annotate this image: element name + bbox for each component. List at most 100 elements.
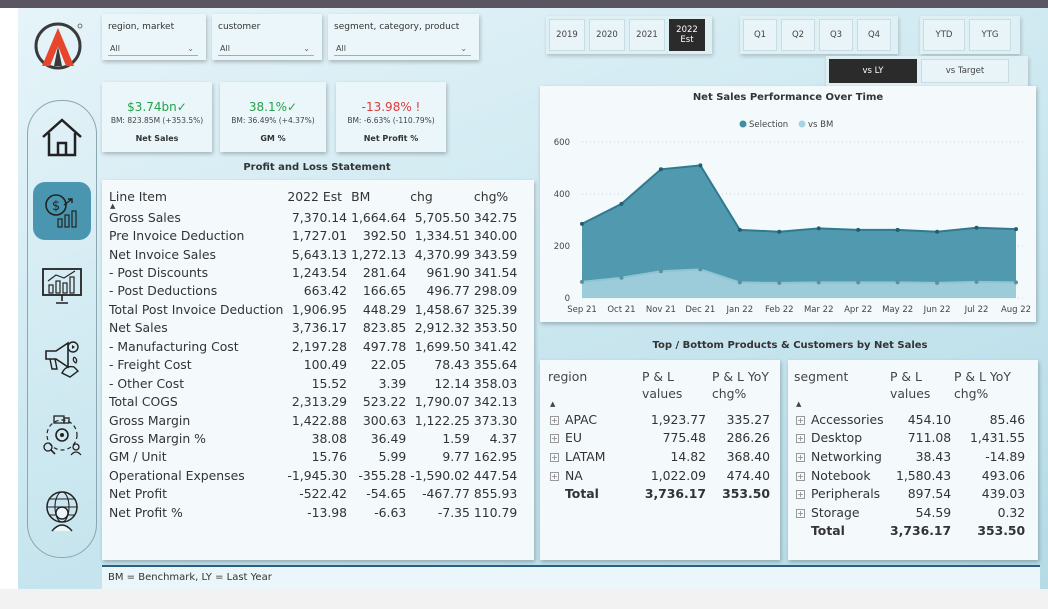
- sort-ascending-icon[interactable]: ▲: [550, 400, 556, 408]
- sort-ascending-icon[interactable]: ▲: [110, 202, 116, 210]
- expand-plus-icon[interactable]: +: [796, 434, 805, 444]
- pl-cell: 341.42: [473, 338, 518, 354]
- nav-marketing-button[interactable]: [33, 330, 91, 388]
- segment-row[interactable]: + Peripherals 897.54 439.03: [794, 484, 1027, 503]
- pl-row[interactable]: Net Invoice Sales 5,643.13 1,272.13 4,370.9…: [107, 245, 519, 263]
- x-tick-label: Jul 22: [964, 305, 989, 315]
- series-line-vs-bm: [581, 268, 1017, 284]
- pl-title: Profit and Loss Statement: [243, 162, 391, 173]
- chevron-down-icon[interactable]: ⌄: [303, 44, 310, 53]
- quarter-q2-button[interactable]: Q2: [781, 19, 815, 51]
- nav-home-button[interactable]: [33, 108, 91, 166]
- pl-row[interactable]: Net Sales 3,736.17 823.85 2,912.32 353.50: [107, 319, 519, 337]
- nav-presentation-button[interactable]: [33, 256, 91, 314]
- pl-row[interactable]: Gross Margin 1,422.88 300.63 1,122.25 373.30: [107, 411, 519, 429]
- segment-row[interactable]: + Networking 38.43 -14.89: [794, 447, 1027, 466]
- pl-cell: 355.64: [473, 357, 518, 373]
- pl-header-chg-percent[interactable]: chg%: [473, 188, 509, 204]
- nav-finance-button[interactable]: $: [33, 182, 91, 240]
- expand-plus-icon[interactable]: +: [550, 434, 559, 444]
- nav-global-support-button[interactable]: [33, 482, 91, 540]
- segment-row[interactable]: + Desktop 711.08 1,431.55: [794, 429, 1027, 448]
- expand-plus-icon[interactable]: +: [550, 452, 559, 462]
- slicer-label: region, market: [108, 22, 175, 32]
- region-row[interactable]: + NA 1,022.09 474.40: [548, 466, 772, 485]
- segment-header-pl[interactable]: P & L: [890, 369, 922, 384]
- expand-plus-icon[interactable]: +: [550, 471, 559, 481]
- segment-row[interactable]: + Accessories 454.10 85.46: [794, 410, 1027, 429]
- sort-ascending-icon[interactable]: ▲: [796, 400, 802, 408]
- nav-supply-chain-button[interactable]: [33, 406, 91, 464]
- period-ytg-button[interactable]: YTG: [969, 19, 1011, 51]
- expand-plus-icon[interactable]: +: [796, 508, 805, 518]
- pl-header-bm[interactable]: BM: [351, 188, 371, 204]
- slicer-customer[interactable]: customer All ⌄: [212, 14, 322, 60]
- segment-header-segment[interactable]: segment: [794, 369, 849, 384]
- expand-plus-icon[interactable]: +: [796, 415, 805, 425]
- pl-header-2022-est[interactable]: 2022 Est: [287, 188, 343, 204]
- pl-row[interactable]: Total Post Invoice Deduction 1,906.95 448.…: [107, 300, 519, 318]
- segment-row[interactable]: + Storage 54.59 0.32: [794, 503, 1027, 522]
- kpi-name: Net Sales: [135, 134, 179, 143]
- segment-header-values[interactable]: values: [890, 386, 931, 401]
- pl-row[interactable]: - Freight Cost 100.49 22.05 78.43 355.64: [107, 356, 519, 374]
- pl-cell: -1,945.30: [287, 467, 348, 483]
- chevron-down-icon[interactable]: ⌄: [187, 44, 194, 53]
- pl-row[interactable]: - Manufacturing Cost 2,197.28 497.78 1,699.…: [107, 337, 519, 355]
- region-header-region[interactable]: region: [548, 369, 588, 384]
- slicer-value[interactable]: All: [108, 40, 198, 56]
- pl-row[interactable]: Gross Sales 7,370.14 1,664.64 5,705.50 342.7…: [107, 208, 519, 226]
- slicer-region-market[interactable]: region, market All ⌄: [102, 14, 206, 60]
- pl-row[interactable]: - Post Discounts 1,243.54 281.64 961.90 341.…: [107, 263, 519, 281]
- period-ytd-button[interactable]: YTD: [923, 19, 965, 51]
- region-header-pl-yoy[interactable]: P & L YoY: [712, 369, 769, 384]
- region-header-chg[interactable]: chg%: [712, 386, 747, 401]
- pl-row[interactable]: Gross Margin % 38.08 36.49 1.59 4.37: [107, 429, 519, 447]
- pl-row[interactable]: - Other Cost 15.52 3.39 12.14 358.03: [107, 374, 519, 392]
- pl-cell: 2,912.32: [414, 320, 470, 336]
- pl-cell: 281.64: [362, 265, 407, 281]
- year-2019-button[interactable]: 2019: [549, 19, 585, 51]
- pl-row[interactable]: - Post Deductions 663.42 166.65 496.77 298.0…: [107, 282, 519, 300]
- compare-vs-ly-button[interactable]: vs LY: [829, 59, 917, 83]
- year-2020-button[interactable]: 2020: [589, 19, 625, 51]
- pl-row[interactable]: Net Profit -522.42 -54.65 -467.77 855.93: [107, 485, 519, 503]
- pl-row[interactable]: Net Profit % -13.98 -6.63 -7.35 110.79: [107, 503, 519, 521]
- chevron-down-icon[interactable]: ⌄: [460, 44, 467, 53]
- region-row[interactable]: + LATAM 14.82 368.40: [548, 447, 772, 466]
- expand-plus-icon[interactable]: +: [796, 490, 805, 500]
- slicer-value[interactable]: All: [218, 40, 314, 56]
- expand-plus-icon[interactable]: +: [550, 415, 559, 425]
- quarter-q3-button[interactable]: Q3: [819, 19, 853, 51]
- pl-line-item: Gross Sales: [109, 209, 181, 225]
- pl-row[interactable]: Total COGS 2,313.29 523.22 1,790.07 342.13: [107, 392, 519, 410]
- pl-cell: 1,243.54: [291, 265, 348, 281]
- pl-row[interactable]: Pre Invoice Deduction 1,727.01 392.50 1,334…: [107, 226, 519, 244]
- pl-cell: 2,197.28: [291, 338, 348, 354]
- pl-row[interactable]: GM / Unit 15.76 5.99 9.77 162.95: [107, 448, 519, 466]
- region-row[interactable]: + EU 775.48 286.26: [548, 429, 772, 448]
- slicer-segment-category-product[interactable]: segment, category, product All ⌄: [328, 14, 479, 60]
- pl-cell: 1,422.88: [291, 412, 348, 428]
- segment-header-chg[interactable]: chg%: [954, 386, 989, 401]
- compare-vs-target-button[interactable]: vs Target: [921, 59, 1009, 83]
- expand-plus-icon[interactable]: +: [796, 452, 805, 462]
- bottom-strip: [0, 589, 1048, 609]
- pl-cell: 5,643.13: [291, 246, 348, 262]
- segment-header-pl-yoy[interactable]: P & L YoY: [954, 369, 1011, 384]
- pl-cell: 9.77: [442, 449, 470, 465]
- year-2022-est-button[interactable]: 2022 Est: [669, 19, 705, 51]
- quarter-q1-button[interactable]: Q1: [743, 19, 777, 51]
- year-2021-button[interactable]: 2021: [629, 19, 665, 51]
- pl-row[interactable]: Operational Expenses -1,945.30 -355.28 -1,5…: [107, 466, 519, 484]
- region-header-pl[interactable]: P & L: [642, 369, 674, 384]
- pl-header-chg[interactable]: chg: [410, 188, 433, 204]
- region-row[interactable]: + APAC 1,923.77 335.27: [548, 410, 772, 429]
- quarter-q4-button[interactable]: Q4: [857, 19, 891, 51]
- expand-plus-icon[interactable]: +: [796, 471, 805, 481]
- segment-row[interactable]: + Notebook 1,580.43 493.06: [794, 466, 1027, 485]
- slicer-value[interactable]: All: [334, 40, 471, 56]
- region-header-values[interactable]: values: [642, 386, 683, 401]
- segment-name-cell: + Desktop: [794, 429, 888, 448]
- pl-header-line-item[interactable]: Line Item: [109, 188, 167, 204]
